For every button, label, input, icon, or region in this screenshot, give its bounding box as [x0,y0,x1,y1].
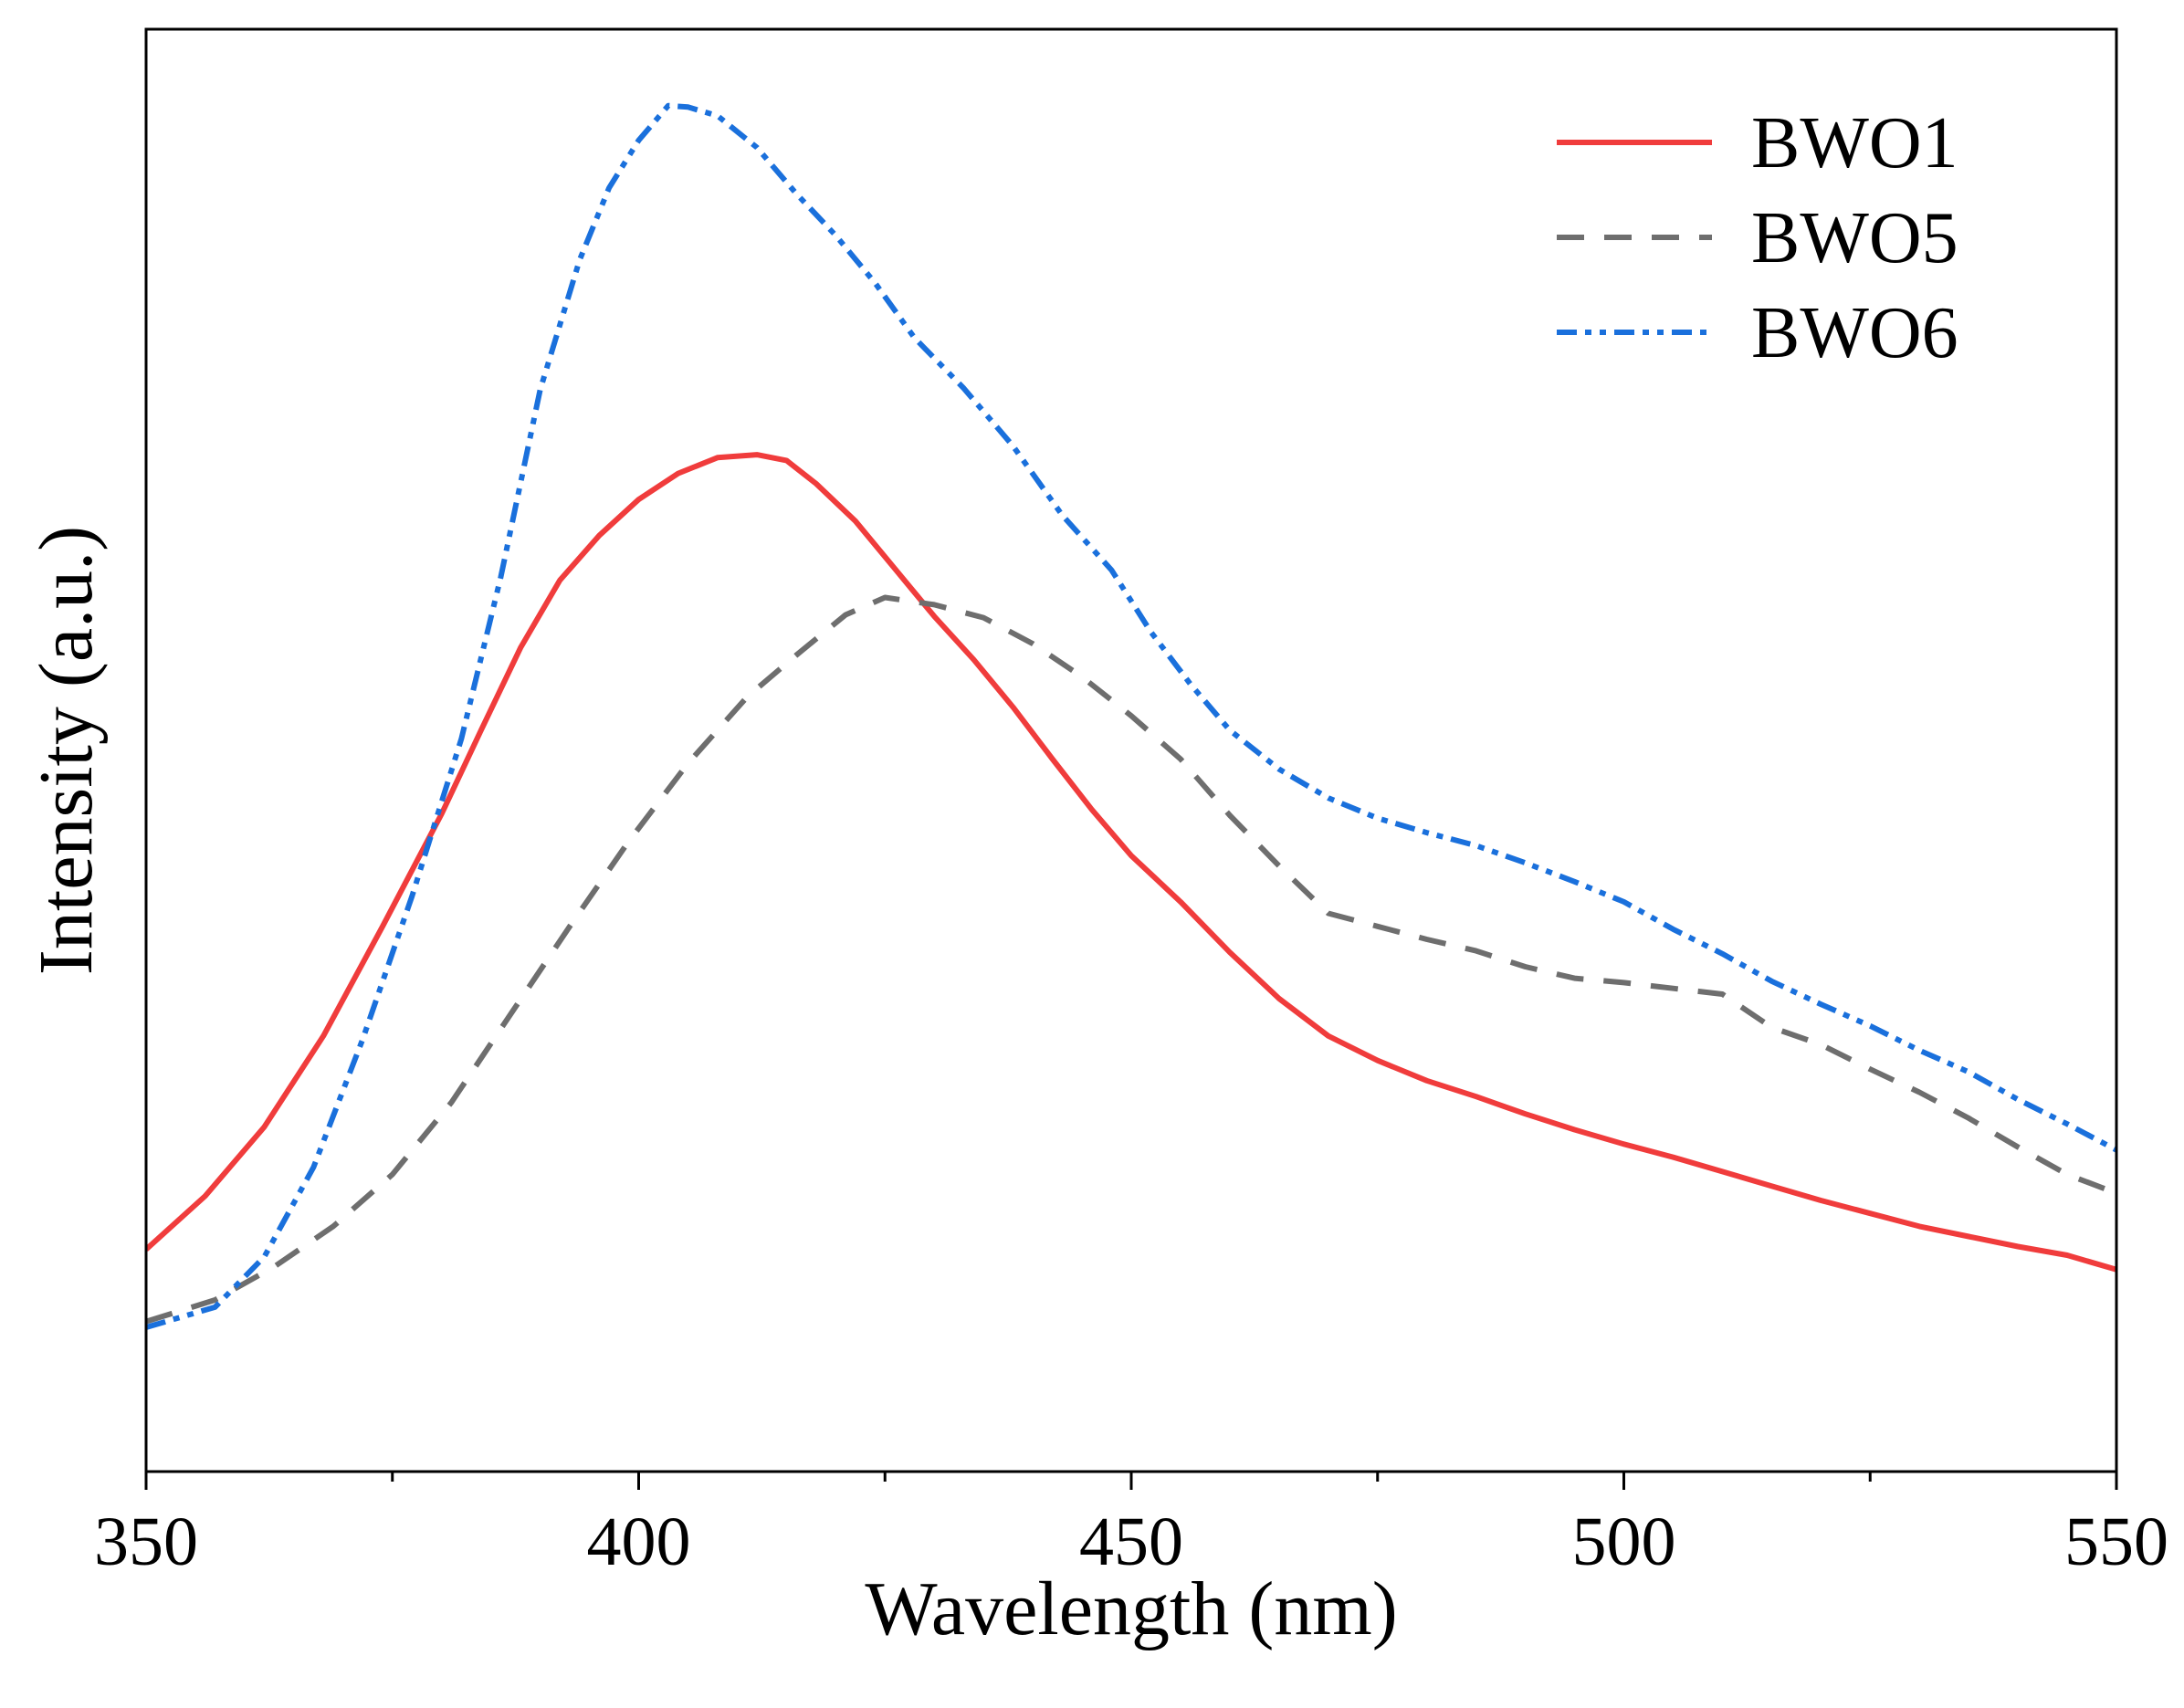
legend-label-bwo6: BWO6 [1751,293,1958,373]
y-axis-label: Intensity (a.u.) [24,526,109,975]
x-tick-label: 450 [1079,1504,1183,1580]
series-line-bwo5 [146,594,2116,1325]
legend-label-bwo5: BWO5 [1751,198,1958,278]
axes: 350 400 450 500 550 [94,27,2168,1580]
x-axis-label: Wavelength (nm) [865,1567,1397,1651]
x-tick-label: 350 [94,1504,198,1580]
series-lines [146,102,2116,1330]
legend-label-bwo1: BWO1 [1751,103,1958,183]
x-tick-label: 400 [587,1504,691,1580]
x-tick-label: 550 [2064,1504,2168,1580]
series-line-bwo1 [146,452,2116,1273]
legend: BWO1 BWO5 BWO6 [1557,103,1958,373]
x-tick-label: 500 [1572,1504,1676,1580]
series-line-bwo6 [146,102,2116,1330]
